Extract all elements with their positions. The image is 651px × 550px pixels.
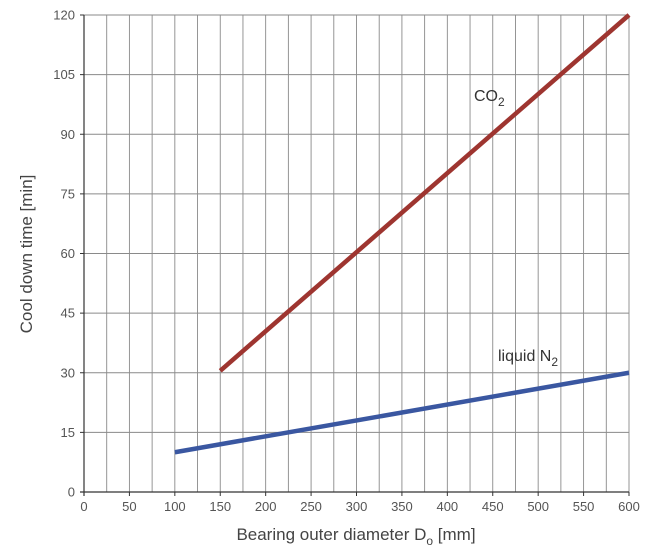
series-line-liquid-n2 (174, 370, 630, 455)
tick-labels: 0 50 100 150 200 250 300 350 400 450 500 550 600 0 15 3… (53, 8, 640, 515)
x-tick-label: 300 (346, 499, 368, 514)
y-tick-label: 60 (61, 246, 75, 261)
x-tick-label: 50 (122, 499, 136, 514)
y-tick-label: 15 (61, 425, 75, 440)
y-axis-title: Cool down time [min] (17, 175, 36, 334)
x-tick-label: 500 (527, 499, 549, 514)
y-tick-label: 75 (61, 186, 75, 201)
series-line-co2 (218, 13, 631, 373)
y-tick-label: 120 (53, 8, 75, 23)
y-tick-label: 45 (61, 306, 75, 321)
x-tick-label: 600 (618, 499, 640, 514)
axes (80, 14, 630, 496)
x-tick-label: 400 (436, 499, 458, 514)
x-tick-label: 550 (573, 499, 595, 514)
x-tick-label: 250 (300, 499, 322, 514)
series-label-co2: CO2 (474, 88, 505, 109)
x-axis-title: Bearing outer diameter Do [mm] (236, 525, 475, 548)
x-tick-label: 100 (164, 499, 186, 514)
x-tick-label: 150 (209, 499, 231, 514)
x-tick-label: 450 (482, 499, 504, 514)
y-tick-label: 90 (61, 127, 75, 142)
x-tick-label: 200 (255, 499, 277, 514)
x-tick-label: 0 (80, 499, 87, 514)
y-tick-label: 0 (68, 485, 75, 500)
x-tick-label: 350 (391, 499, 413, 514)
y-tick-label: 30 (61, 365, 75, 380)
series-lines (174, 13, 631, 455)
y-tick-label: 105 (53, 67, 75, 82)
series-label-liquid-n2: liquid N2 (498, 348, 558, 369)
